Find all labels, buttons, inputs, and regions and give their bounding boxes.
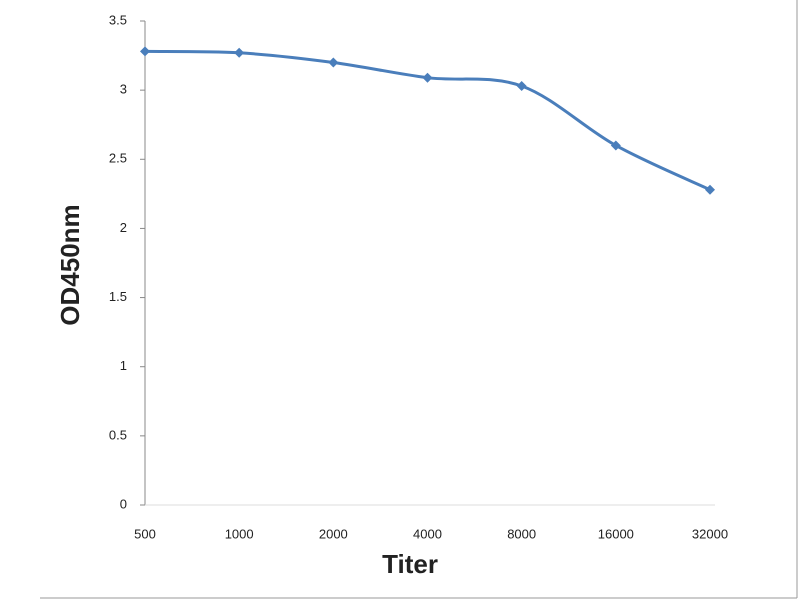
y-tick-label: 2 xyxy=(120,220,127,235)
x-tick-label: 500 xyxy=(134,526,156,541)
data-point xyxy=(610,140,621,151)
y-tick-label: 0.5 xyxy=(109,427,127,442)
data-point xyxy=(140,46,150,57)
x-tick-label: 1000 xyxy=(225,526,254,541)
y-tick-label: 2.5 xyxy=(109,151,127,166)
x-axis-title: Titer xyxy=(382,549,438,579)
data-line xyxy=(144,49,711,192)
x-tick-label: 4000 xyxy=(413,526,442,541)
y-axis-title: OD450nm xyxy=(55,204,85,325)
data-point xyxy=(516,80,527,91)
data-point xyxy=(705,184,715,195)
x-tick-label: 16000 xyxy=(598,526,634,541)
data-point xyxy=(328,57,339,68)
y-tick-label: 3 xyxy=(120,82,127,97)
x-tick-label: 8000 xyxy=(507,526,536,541)
y-tick-label: 1 xyxy=(120,358,127,373)
x-tick-label: 32000 xyxy=(692,526,728,541)
data-point xyxy=(234,47,245,58)
data-point xyxy=(422,72,433,83)
y-tick-label: 0 xyxy=(120,496,127,511)
y-tick-label: 1.5 xyxy=(109,289,127,304)
y-tick-label: 3.5 xyxy=(109,12,127,27)
x-tick-label: 2000 xyxy=(319,526,348,541)
